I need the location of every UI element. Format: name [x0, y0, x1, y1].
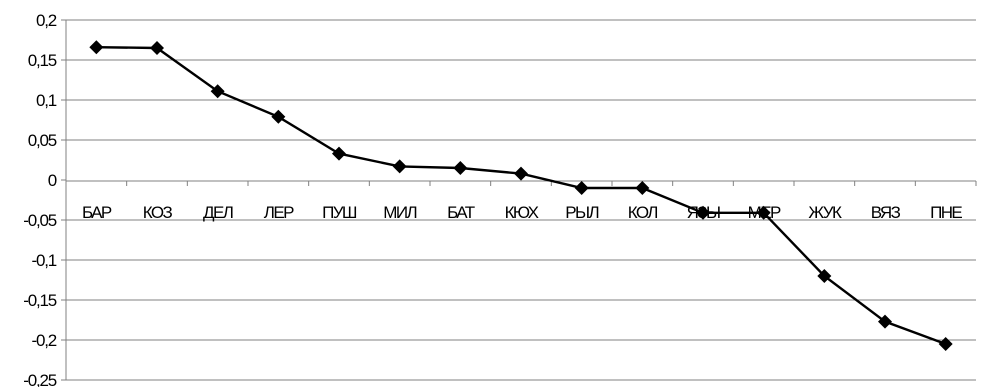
data-point-marker	[696, 205, 710, 220]
y-tick-label: 0,05	[28, 131, 57, 150]
y-tick-label: -0,25	[23, 371, 56, 387]
data-point-marker	[514, 166, 528, 181]
x-axis-category-labels: БАРКОЗДЕЛЛЕРПУШМИЛБАТКЮХРЫЛКОЛЯЗЫМЕРЖУКВ…	[82, 203, 964, 222]
x-category-label: ПНЕ	[930, 203, 962, 222]
y-tick-label: 0,15	[28, 51, 57, 70]
data-point-marker	[89, 40, 104, 55]
x-category-label: МИЛ	[383, 203, 416, 222]
x-category-label: БАР	[82, 203, 112, 222]
x-category-label: ДЕЛ	[203, 203, 233, 222]
data-point-marker	[332, 146, 346, 161]
x-category-label: ВЯЗ	[871, 203, 901, 222]
x-category-label: ПУШ	[322, 203, 357, 222]
data-point-marker	[453, 161, 468, 175]
axes	[61, 19, 977, 381]
y-tick-label: -0,1	[32, 251, 57, 270]
data-point-marker	[878, 314, 892, 329]
data-point-marker	[392, 159, 407, 174]
x-category-label: ЖУК	[808, 203, 842, 222]
data-point-marker	[817, 269, 832, 283]
y-tick-label: 0,1	[36, 91, 57, 110]
data-point-marker	[150, 41, 164, 55]
x-category-label: БАТ	[447, 203, 475, 222]
y-tick-label: -0,05	[23, 211, 56, 230]
x-category-label: КОЗ	[143, 203, 173, 222]
x-category-label: ЛЕР	[264, 203, 294, 222]
y-tick-label: 0	[48, 171, 57, 190]
y-tick-label: -0,2	[32, 331, 57, 350]
x-category-label: КОЛ	[628, 203, 658, 222]
x-category-label: КЮХ	[505, 203, 539, 222]
x-category-label: РЫЛ	[565, 203, 598, 222]
data-point-marker	[271, 109, 286, 124]
y-tick-label: 0,2	[36, 11, 57, 30]
data-point-marker	[210, 84, 225, 99]
y-axis-tick-labels: 0,2 0,15 0,1 0,05 0 -0,05 -0,1 -0,15 -0,2 -0,25	[23, 11, 58, 387]
series	[89, 40, 953, 351]
data-point-marker	[756, 205, 771, 220]
gridlines	[66, 19, 976, 381]
data-point-marker	[938, 337, 953, 351]
y-tick-label: -0,15	[23, 291, 56, 310]
data-point-marker	[574, 181, 589, 195]
data-point-marker	[635, 181, 650, 195]
